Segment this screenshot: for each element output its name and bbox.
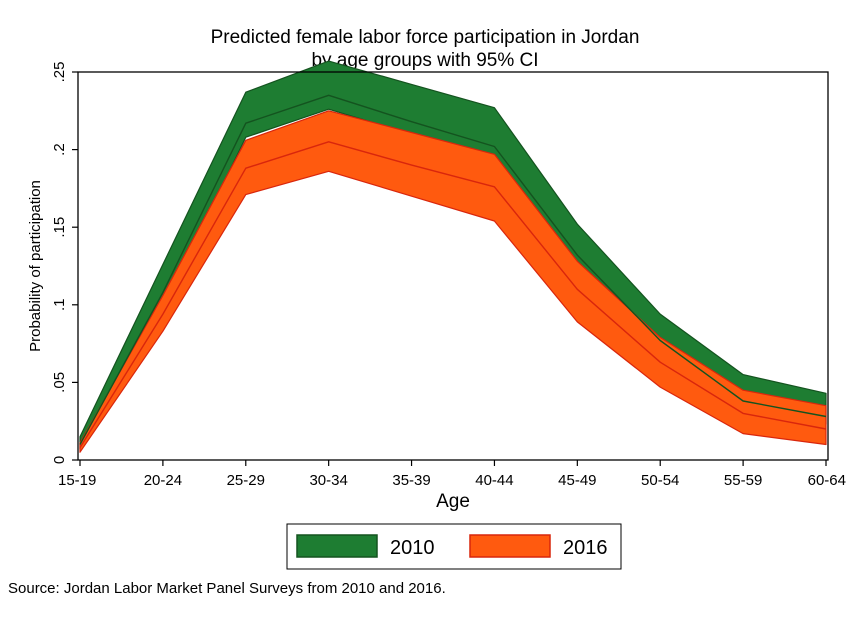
ci-band-2016 [79, 110, 827, 453]
legend: 2010 2016 [286, 523, 622, 570]
x-tick-label: 35-39 [392, 472, 430, 489]
x-tick-label: 45-49 [558, 472, 596, 489]
x-tick-label: 20-24 [144, 472, 182, 489]
x-tick-label: 50-54 [641, 472, 679, 489]
y-tick-label: .1 [51, 299, 68, 312]
x-axis: 15-19 20-24 25-29 30-34 35-39 40-44 45-49 50-54… [58, 460, 846, 489]
plot-frame [77, 71, 829, 461]
x-tick-label: 25-29 [227, 472, 265, 489]
plot-lines [79, 94, 827, 448]
y-tick-label: .05 [51, 372, 68, 393]
y-tick-label: 0 [51, 456, 68, 464]
x-tick-label: 30-34 [309, 472, 347, 489]
y-tick-label: .15 [51, 217, 68, 238]
legend-label-2016: 2016 [563, 537, 608, 559]
chart-title: Predicted female labor force participati… [211, 27, 640, 48]
legend-swatch-2010 [296, 534, 378, 558]
estimate-line-2010 [79, 94, 827, 445]
x-tick-label: 60-64 [808, 472, 846, 489]
y-axis-title: Probability of participation [27, 180, 44, 352]
x-tick-label: 15-19 [58, 472, 96, 489]
y-tick-label: .25 [51, 62, 68, 83]
y-tick-label: .2 [51, 143, 68, 156]
plot-areas [79, 60, 827, 453]
legend-label-2010: 2010 [390, 537, 435, 559]
legend-swatch-2016 [469, 534, 551, 558]
chart-subtitle: by age groups with 95% CI [311, 50, 538, 71]
x-tick-label: 55-59 [724, 472, 762, 489]
source-note: Source: Jordan Labor Market Panel Survey… [8, 580, 446, 597]
y-axis: 0 .05 .1 .15 .2 .25 [51, 62, 78, 464]
x-axis-title: Age [436, 491, 470, 512]
estimate-line-2016 [79, 141, 827, 448]
x-tick-label: 40-44 [475, 472, 513, 489]
